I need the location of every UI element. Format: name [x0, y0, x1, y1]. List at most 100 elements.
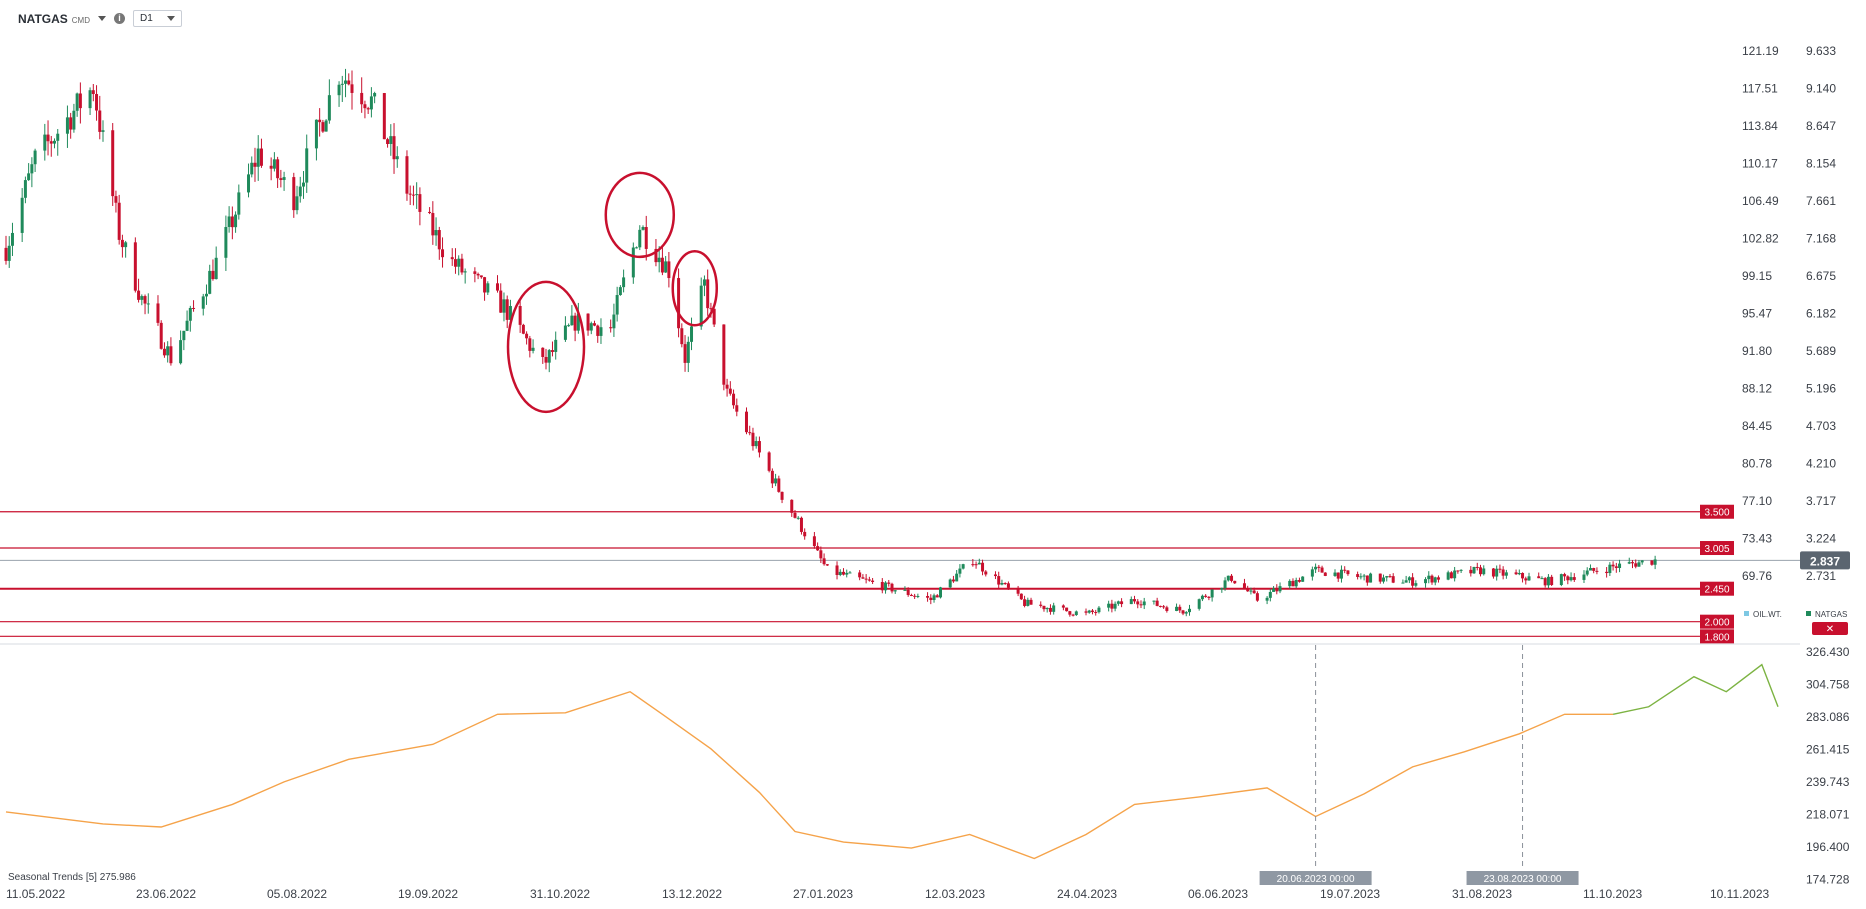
candle-body — [1045, 607, 1049, 610]
candle-body — [1566, 576, 1570, 581]
candle-body — [23, 180, 27, 198]
candle-body — [411, 194, 415, 196]
candle-body — [166, 346, 170, 356]
candle-body — [893, 590, 897, 592]
candle-body — [405, 156, 409, 194]
candle-body — [521, 324, 525, 334]
compare-remove-button[interactable] — [1812, 622, 1848, 635]
candle-body — [660, 257, 664, 273]
close-icon[interactable]: ✕ — [1826, 624, 1834, 635]
candle-body — [473, 271, 477, 274]
candle-body — [677, 278, 681, 329]
seasonal-line-forecast — [1612, 663, 1779, 715]
price-tick-label-left: 84.45 — [1742, 419, 1772, 433]
candle-body — [415, 194, 419, 196]
candle-body — [1071, 614, 1075, 616]
candle-body — [20, 197, 24, 233]
candle-body — [541, 347, 545, 357]
candle-body — [1517, 572, 1521, 575]
candle-body — [1430, 575, 1434, 583]
candle-body — [1249, 590, 1253, 592]
instrument-symbol[interactable]: NATGAS — [18, 11, 68, 26]
candle-body — [1501, 569, 1505, 576]
candle-body — [1333, 572, 1337, 576]
level-tag[interactable] — [1700, 504, 1734, 519]
candle-body — [1139, 604, 1143, 606]
indicator-label: Seasonal Trends [5] 275.986 — [8, 872, 136, 883]
candle-body — [169, 346, 173, 364]
candle-body — [1614, 566, 1618, 569]
candle-body — [997, 576, 1001, 585]
candle-body — [993, 574, 997, 577]
candle-body — [816, 546, 820, 551]
candle-body — [1472, 566, 1476, 574]
price-tick-label-left: 73.43 — [1742, 532, 1772, 546]
candle-body — [1346, 570, 1350, 575]
candle-body — [1582, 574, 1586, 580]
candle-body — [282, 177, 286, 180]
level-tag[interactable] — [1700, 541, 1734, 556]
candle-body — [321, 122, 325, 132]
price-tick-label-left: 102.82 — [1742, 232, 1779, 246]
candle-body — [483, 277, 487, 293]
candle-body — [748, 432, 752, 434]
candle-body — [301, 182, 305, 187]
candle-body — [612, 314, 616, 329]
level-tag[interactable] — [1700, 581, 1734, 596]
candle-body — [913, 595, 917, 597]
candle-body — [1446, 572, 1450, 580]
candle-body — [1301, 576, 1305, 582]
candle-body — [871, 580, 875, 582]
timeframe-select[interactable]: D1 — [133, 10, 182, 27]
candle-body — [146, 303, 150, 305]
time-tick-label: 10.11.2023 — [1710, 887, 1769, 901]
level-tag[interactable] — [1700, 614, 1734, 629]
price-axis-right: 9.633 9.140 8.647 8.154 7.661 7.168 6.675 6.182… — [1800, 44, 1850, 583]
candle-body — [1414, 583, 1418, 586]
legend-item-natgas[interactable]: NATGAS — [1815, 610, 1847, 619]
candlestick-series — [4, 68, 1657, 617]
info-icon[interactable]: i — [114, 13, 125, 24]
candle-body — [159, 322, 163, 349]
candle-body — [1634, 563, 1638, 567]
seasonal-line-history — [5, 690, 1614, 860]
crosshair-date-text: 20.06.2023 00:00 — [1277, 874, 1355, 885]
candle-body — [845, 572, 849, 575]
candle-body — [1427, 575, 1431, 580]
time-tick-label: 23.06.2022 — [136, 887, 196, 901]
candle-body — [1175, 606, 1179, 611]
candle-body — [1065, 607, 1069, 612]
price-tick-label: 4.210 — [1806, 457, 1836, 471]
price-tick-label: 4.703 — [1806, 419, 1836, 433]
symbol-dropdown-icon[interactable] — [98, 16, 106, 21]
candle-body — [1129, 599, 1133, 605]
legend-item-oil[interactable]: OIL.WT. — [1753, 610, 1782, 619]
price-tick-label-left: 106.49 — [1742, 194, 1779, 208]
candle-body — [744, 411, 748, 433]
candle-body — [1504, 572, 1508, 576]
candle-body — [1019, 593, 1023, 600]
price-tick-label: 8.647 — [1806, 119, 1836, 133]
candle-body — [683, 344, 687, 363]
price-tick-label-left: 80.78 — [1742, 457, 1772, 471]
level-tag-label: 3.500 — [1704, 508, 1729, 519]
candle-body — [1152, 600, 1156, 602]
level-tag[interactable] — [1700, 629, 1734, 644]
price-tick-label: 5.196 — [1806, 382, 1836, 396]
candle-body — [344, 80, 348, 84]
candle-body — [1087, 610, 1091, 613]
candle-body — [1469, 569, 1473, 574]
time-axis: 11.05.2022 23.06.2022 05.08.2022 19.09.2022… — [6, 887, 1769, 901]
candle-body — [460, 258, 464, 273]
candle-body — [909, 594, 913, 596]
candle-body — [754, 441, 758, 447]
candle-body — [53, 140, 57, 144]
candle-body — [1061, 605, 1065, 608]
candle-body — [864, 578, 868, 580]
price-axis-left: 121.19 117.51 113.84 110.17 106.49 102.82 99.1… — [1742, 44, 1779, 583]
candle-body — [1391, 576, 1395, 583]
candle-body — [1294, 580, 1298, 587]
candle-body — [576, 313, 580, 331]
candle-body — [1585, 570, 1589, 575]
